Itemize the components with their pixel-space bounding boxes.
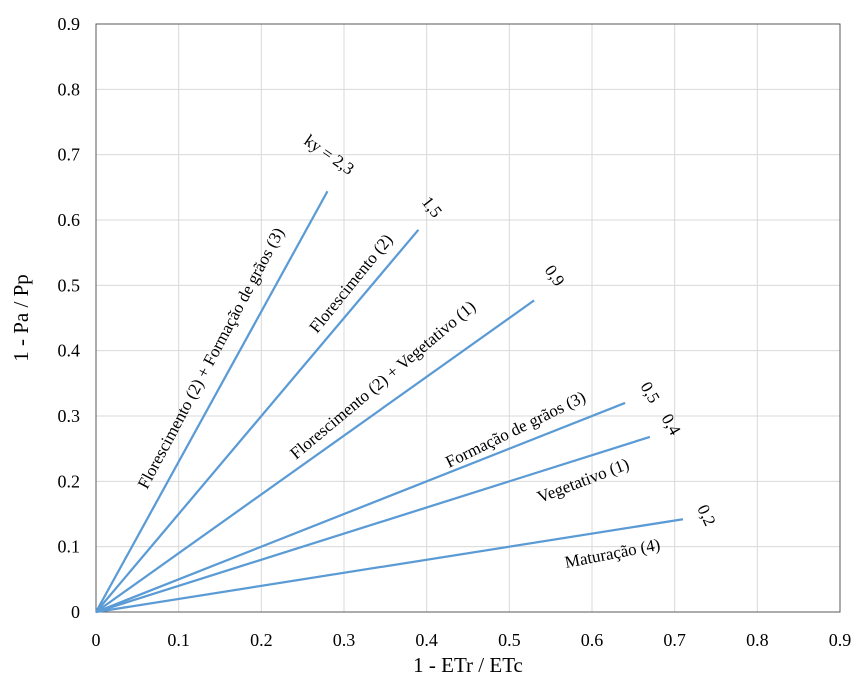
y-tick-label: 0.8 xyxy=(58,79,81,99)
series-line-2 xyxy=(95,229,420,613)
y-tick-labels: 0 0.1 0.2 0.3 0.4 0.5 0.6 0.7 0.8 0.9 xyxy=(58,14,81,622)
y-tick-label: 0.4 xyxy=(58,341,81,361)
series-label-vegetativo: Vegetativo (1) xyxy=(535,454,632,506)
y-tick-label: 0.7 xyxy=(58,145,81,165)
x-tick-label: 0.6 xyxy=(581,630,604,650)
y-tick-label: 0.9 xyxy=(58,14,81,34)
x-tick-label: 0.8 xyxy=(746,630,769,650)
series-line-5 xyxy=(95,435,651,614)
series-label-maturacao: Maturação (4) xyxy=(563,535,662,572)
y-tick-label: 0 xyxy=(71,602,80,622)
y-tick-label: 0.6 xyxy=(58,210,81,230)
x-tick-label: 0.3 xyxy=(333,630,356,650)
ky-label-1-5: 1,5 xyxy=(418,193,446,221)
series-line-6 xyxy=(95,518,684,614)
series-lines xyxy=(95,190,684,614)
series-label-florescimento: Florescimento (2) xyxy=(305,230,396,336)
ky-label-0-5: 0,5 xyxy=(637,379,664,407)
series-label-florescimento-formacao: Florescimento (2) + Formação de grãos (3… xyxy=(134,224,288,491)
series-line-4 xyxy=(95,401,626,614)
x-tick-label: 0.1 xyxy=(167,630,190,650)
series-label-formacao-graos: Formação de grãos (3) xyxy=(442,387,588,471)
ky-label-0-2: 0,2 xyxy=(693,502,719,529)
series-line-3 xyxy=(95,299,535,613)
plot-area-border xyxy=(95,23,841,613)
x-tick-label: 0.7 xyxy=(663,630,686,650)
y-tick-label: 0.2 xyxy=(58,471,81,491)
y-tick-label: 0.3 xyxy=(58,406,81,426)
x-tick-label: 0 xyxy=(92,630,101,650)
x-tick-label: 0.2 xyxy=(250,630,273,650)
y-tick-label: 0.5 xyxy=(58,275,81,295)
x-tick-labels: 0 0.1 0.2 0.3 0.4 0.5 0.6 0.7 0.8 0.9 xyxy=(92,630,852,650)
y-tick-label: 0.1 xyxy=(58,537,81,557)
x-tick-label: 0.4 xyxy=(415,630,438,650)
x-tick-label: 0.9 xyxy=(829,630,852,650)
ky-label-0-4: 0,4 xyxy=(658,411,685,439)
y-axis-title: 1 - Pa / Pp xyxy=(9,274,33,362)
x-axis-title: 1 - ETr / ETc xyxy=(413,653,523,677)
series-line-1 xyxy=(95,190,329,613)
x-tick-label: 0.5 xyxy=(498,630,521,650)
